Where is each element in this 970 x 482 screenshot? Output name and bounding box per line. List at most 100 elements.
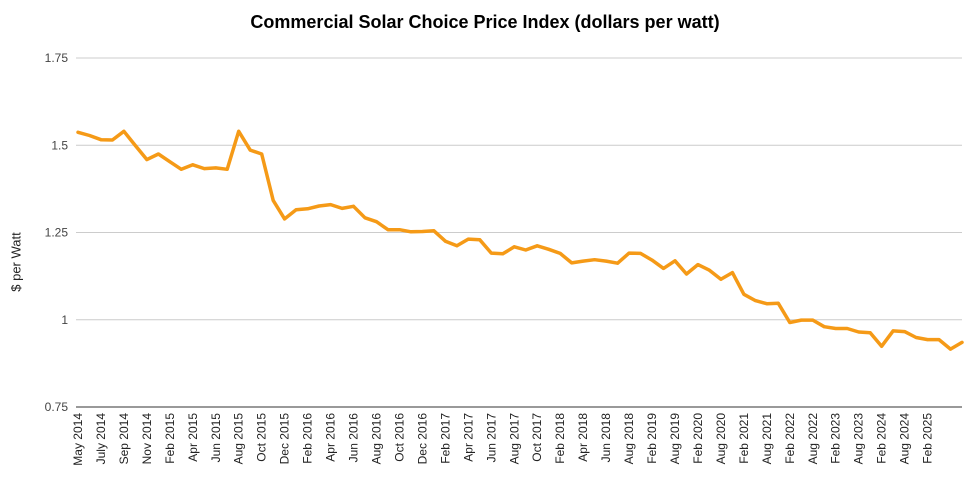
- data-point: [317, 204, 321, 208]
- data-point: [822, 325, 826, 329]
- data-point: [845, 327, 849, 330]
- x-tick-label: Apr 2018: [576, 413, 590, 462]
- x-tick-label: Jun 2018: [599, 413, 613, 463]
- data-point: [283, 217, 287, 221]
- x-tick-label: Aug 2016: [369, 413, 383, 465]
- y-tick-label: 1: [61, 313, 68, 327]
- data-point: [570, 261, 574, 265]
- data-point: [76, 130, 80, 134]
- data-point: [857, 330, 861, 334]
- x-tick-label: Oct 2015: [255, 413, 269, 462]
- data-point: [260, 152, 264, 156]
- data-point: [696, 263, 700, 267]
- x-tick-label: Apr 2015: [186, 413, 200, 462]
- data-point: [214, 166, 218, 170]
- x-tick-label: Aug 2022: [806, 413, 820, 465]
- x-tick-labels: May 2014 July 2014 Sep 2014 Nov 2014 Feb 201…: [71, 413, 935, 466]
- price-series: [76, 129, 964, 351]
- data-point: [99, 138, 103, 142]
- x-tick-label: Aug 2018: [622, 413, 636, 465]
- data-point: [788, 321, 792, 324]
- data-point: [604, 259, 608, 263]
- data-point: [478, 238, 482, 242]
- data-point: [558, 251, 562, 255]
- data-point: [960, 340, 964, 344]
- x-tick-label: Aug 2017: [507, 413, 521, 465]
- data-point: [145, 158, 149, 162]
- x-tick-label: July 2014: [94, 413, 108, 465]
- data-point: [340, 206, 344, 210]
- x-tick-label: Feb 2021: [737, 413, 751, 464]
- x-tick-label: Feb 2016: [301, 413, 315, 464]
- y-tick-labels: 0.75 1 1.25 1.5 1.75: [45, 51, 69, 414]
- x-tick-label: Apr 2016: [324, 413, 338, 462]
- x-tick-label: Feb 2015: [163, 413, 177, 464]
- data-point: [903, 330, 907, 334]
- data-point: [799, 318, 803, 322]
- x-tick-label: Aug 2023: [852, 413, 866, 465]
- data-point: [673, 259, 677, 263]
- data-point: [398, 228, 401, 232]
- x-tick-label: Aug 2015: [232, 413, 246, 465]
- x-tick-label: Oct 2017: [530, 413, 544, 462]
- x-tick-label: Oct 2016: [392, 413, 406, 462]
- y-tick-label: 1.75: [45, 51, 69, 65]
- data-point: [202, 167, 206, 171]
- x-tick-label: Sep 2014: [117, 413, 131, 465]
- x-tick-label: Aug 2020: [714, 413, 728, 465]
- data-point: [742, 292, 746, 296]
- x-tick-label: Feb 2022: [783, 413, 797, 464]
- x-tick-label: Aug 2019: [668, 413, 682, 465]
- data-point: [662, 266, 665, 270]
- data-point: [650, 258, 654, 262]
- x-tick-label: Dec 2016: [415, 413, 429, 465]
- data-point: [489, 251, 493, 255]
- x-tick-label: Feb 2020: [691, 413, 705, 464]
- data-point: [432, 229, 436, 233]
- x-tick-label: Feb 2017: [438, 413, 452, 464]
- data-point: [949, 347, 952, 351]
- data-point: [627, 251, 631, 255]
- data-point: [420, 230, 424, 233]
- data-point: [811, 318, 815, 322]
- data-point: [156, 152, 160, 156]
- data-point: [685, 272, 688, 276]
- data-point: [581, 259, 585, 263]
- data-point: [191, 163, 195, 167]
- data-point: [753, 299, 757, 303]
- data-point: [914, 336, 918, 339]
- data-point: [271, 198, 275, 202]
- data-point: [524, 248, 528, 252]
- x-tick-label: Nov 2014: [140, 413, 154, 465]
- data-point: [891, 329, 895, 333]
- data-point: [466, 237, 470, 241]
- y-tick-label: 1.25: [45, 226, 69, 240]
- data-point: [776, 301, 780, 305]
- data-point: [547, 247, 551, 251]
- x-tick-label: Feb 2024: [875, 413, 889, 464]
- gridlines: [76, 57, 962, 408]
- data-point: [329, 203, 333, 207]
- x-tick-label: Aug 2021: [760, 413, 774, 465]
- data-point: [501, 252, 505, 256]
- data-point: [225, 167, 229, 171]
- x-tick-label: May 2014: [71, 413, 85, 466]
- data-point: [455, 244, 459, 248]
- data-point: [719, 277, 723, 281]
- data-point: [168, 160, 172, 164]
- data-point: [765, 302, 769, 306]
- x-tick-label: Dec 2015: [278, 413, 292, 465]
- x-tick-label: Aug 2024: [898, 413, 912, 465]
- data-point: [386, 228, 390, 232]
- x-tick-label: Feb 2025: [921, 413, 935, 464]
- data-point: [110, 138, 114, 142]
- data-point: [834, 327, 838, 330]
- data-point: [179, 167, 183, 171]
- data-point: [926, 338, 930, 342]
- data-point: [443, 239, 447, 243]
- data-point: [88, 134, 91, 137]
- x-tick-label: Jun 2017: [484, 413, 498, 463]
- data-point: [616, 261, 620, 265]
- x-tick-label: Feb 2019: [645, 413, 659, 464]
